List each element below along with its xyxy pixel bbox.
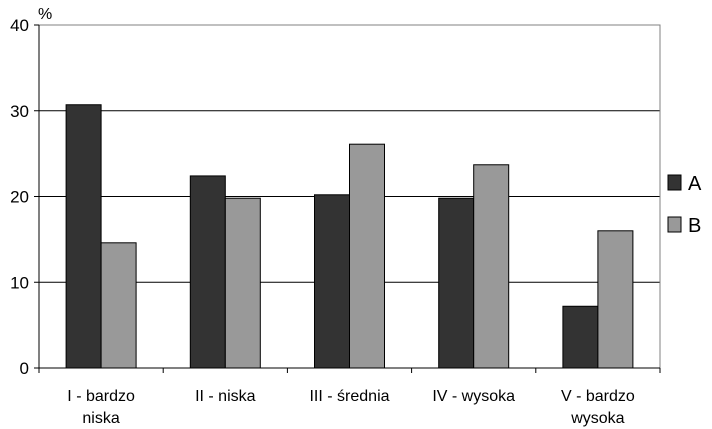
bar-B-2 bbox=[224, 197, 261, 369]
bar-A-1 bbox=[65, 104, 102, 369]
x-category-label-line: III - średnia bbox=[309, 388, 389, 405]
y-tick-label: 20 bbox=[10, 188, 29, 207]
bars bbox=[65, 104, 634, 369]
bar-A-5 bbox=[562, 305, 599, 369]
bar-B-1 bbox=[100, 242, 137, 369]
x-category-label: I - bardzo niska bbox=[67, 388, 135, 427]
x-category-label: III - średnia bbox=[309, 388, 389, 405]
y-axis-unit-label: % bbox=[38, 6, 52, 23]
y-tick-label: 40 bbox=[10, 16, 29, 35]
bar-A-4 bbox=[438, 197, 475, 369]
x-axis-labels: I - bardzo niska II - niska III - średnia IV… bbox=[67, 388, 635, 427]
bar-A-2 bbox=[189, 175, 226, 369]
y-tick-label: 10 bbox=[10, 273, 29, 292]
legend-swatch-A bbox=[667, 174, 682, 191]
legend-label-A: A bbox=[688, 173, 702, 195]
x-category-label-line: wysoka bbox=[570, 410, 624, 427]
y-tick-label: 30 bbox=[10, 102, 29, 121]
legend-swatch-B bbox=[667, 216, 682, 233]
bar-B-3 bbox=[349, 143, 385, 369]
legend-label-B: B bbox=[688, 215, 701, 237]
x-category-label: IV - wysoka bbox=[432, 388, 515, 405]
y-tick-label: 0 bbox=[20, 359, 29, 378]
x-category-label-line: II - niska bbox=[195, 388, 256, 405]
y-axis-ticks: 0 10 20 30 40 bbox=[10, 16, 39, 378]
bar-B-4 bbox=[473, 164, 510, 369]
x-category-label: V - bardzo wysoka bbox=[561, 388, 635, 427]
x-category-label-line: I - bardzo bbox=[67, 388, 135, 405]
x-category-label-line: IV - wysoka bbox=[432, 388, 515, 405]
x-category-label-line: niska bbox=[82, 410, 119, 427]
bar-B-5 bbox=[597, 230, 634, 369]
bar-A-3 bbox=[314, 194, 350, 369]
x-category-label-line: V - bardzo bbox=[561, 388, 635, 405]
legend: AB bbox=[667, 173, 702, 237]
x-category-label: II - niska bbox=[195, 388, 256, 405]
